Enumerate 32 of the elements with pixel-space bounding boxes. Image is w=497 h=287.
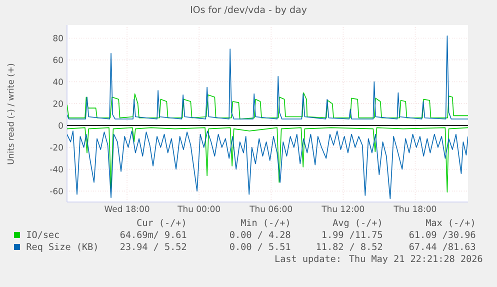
text: 23.94 / 5.52: [120, 243, 186, 251]
text: 64.69m/ 9.61: [120, 231, 186, 239]
chart-title: IOs for /dev/vda - by day: [190, 6, 307, 15]
y-tick-label: -40: [50, 166, 63, 172]
y-tick-label: -20: [50, 144, 63, 151]
text: 0.00 / 5.51: [230, 243, 290, 251]
y-tick-label: 0: [58, 122, 63, 129]
y-tick-label: 80: [53, 34, 63, 42]
text: Avg (-/+): [332, 218, 381, 228]
text: Last update: Thu May 21 22:21:28 2026: [276, 254, 482, 264]
x-tick-label: Wed 18:00: [104, 206, 150, 212]
x-tick-label: Thu 06:00: [250, 206, 292, 212]
y-tick-label: 20: [53, 100, 63, 107]
legend-label: IO/sec: [27, 231, 59, 239]
text: 0.00 / 4.28: [230, 231, 290, 239]
text: Min (-/+): [240, 218, 289, 228]
text: 11.82 / 8.52: [316, 243, 382, 251]
text: 61.09 /30.96: [409, 231, 476, 239]
y-tick-label: 40: [53, 78, 63, 86]
x-tick-label: Thu 12:00: [322, 206, 364, 212]
text: Cur (-/+): [137, 218, 185, 228]
y-tick-label: -60: [50, 188, 63, 194]
line-series: [67, 36, 468, 120]
x-tick-label: Thu 18:00: [394, 206, 436, 212]
legend-label: Req Size (KB): [26, 242, 97, 252]
x-tick-label: Thu 00:00: [178, 206, 220, 212]
text: 67.44 /81.63: [409, 243, 476, 251]
text: 1.99 /11.75: [322, 231, 382, 239]
y-axis-title: Units read (-) / write (+): [7, 64, 15, 164]
line-series: [67, 92, 468, 120]
y-tick-label: 60: [53, 56, 63, 64]
text: Max (-/+): [426, 218, 474, 228]
